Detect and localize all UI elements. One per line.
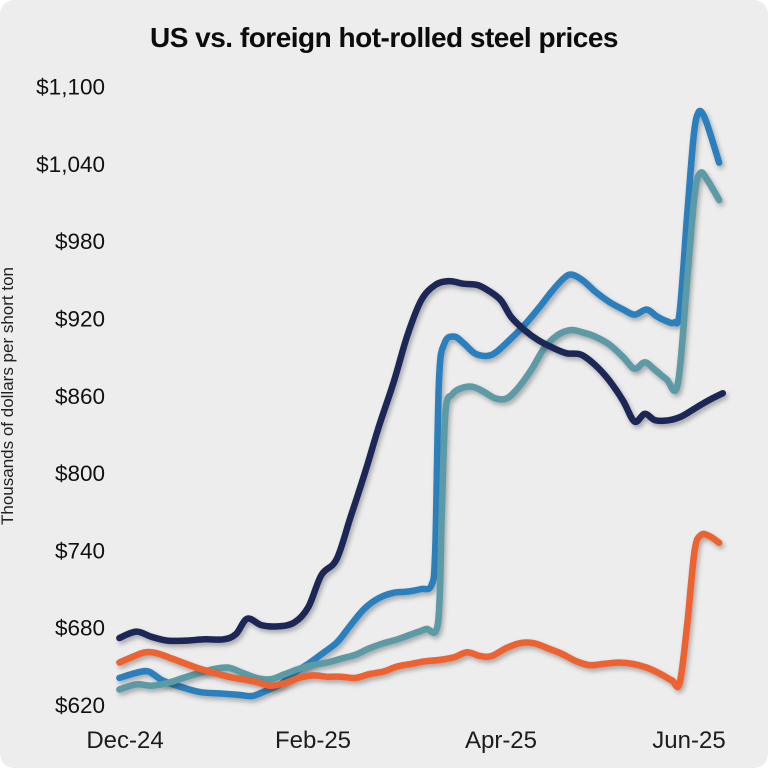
y-tick-label: $740 <box>55 538 105 563</box>
x-tick-label: Dec-24 <box>86 727 163 754</box>
chart-title: US vs. foreign hot-rolled steel prices <box>149 22 619 53</box>
y-tick-label: $1,040 <box>36 152 105 177</box>
x-tick-label: Feb-25 <box>275 727 351 754</box>
x-tick-label: Jun-25 <box>652 727 725 754</box>
series-line-blue <box>116 107 723 700</box>
y-tick-label: $800 <box>55 461 105 486</box>
y-tick-label: $920 <box>55 307 105 332</box>
series-line-orange <box>116 530 723 691</box>
y-tick-label: $680 <box>55 616 105 641</box>
y-tick-label: $1,100 <box>36 75 105 100</box>
x-tick-label: Apr-25 <box>465 727 537 754</box>
series-line-navy <box>116 277 727 645</box>
y-tick-label: $860 <box>55 384 105 409</box>
y-tick-label: $620 <box>55 693 105 718</box>
series-line-teal <box>116 169 723 693</box>
y-tick-label: $980 <box>55 229 105 254</box>
